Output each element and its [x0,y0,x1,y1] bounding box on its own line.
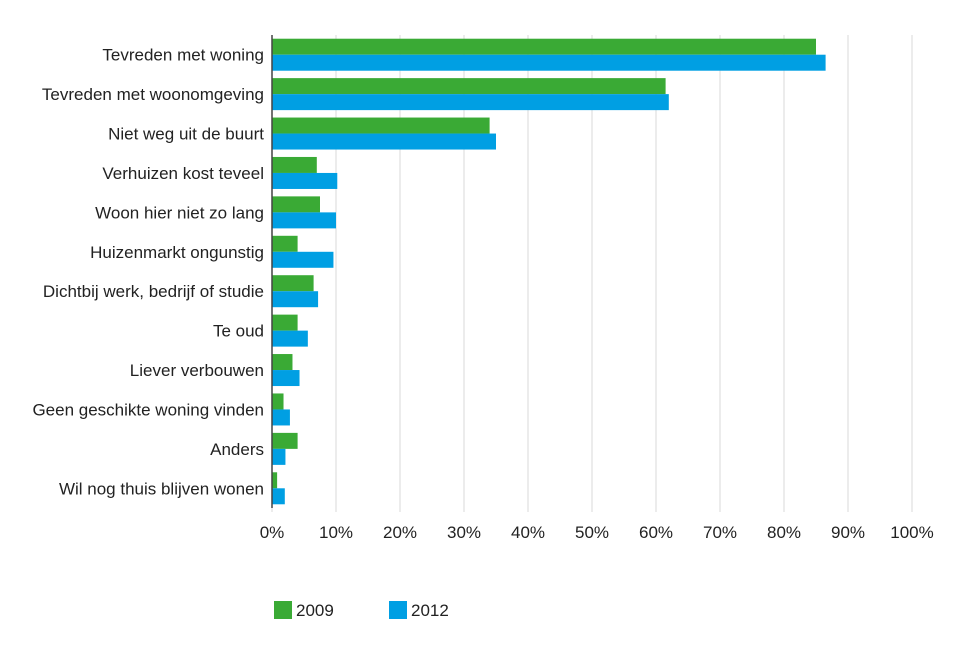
bar-2009 [272,472,278,489]
x-tick-label: 60% [639,523,673,542]
bar-2012 [272,251,334,268]
category-label: Huizenmarkt ongunstig [90,243,264,262]
category-label: Woon hier niet zo lang [95,203,264,222]
bar-2012 [272,370,300,387]
legend-label: 2012 [411,601,449,620]
bar-2012 [272,448,286,465]
bar-2012 [272,133,496,150]
category-label: Anders [210,440,264,459]
bar-2009 [272,354,293,371]
legend-swatch-2012 [389,601,407,619]
x-tick-label: 40% [511,523,545,542]
x-tick-label: 10% [319,523,353,542]
bar-2009 [272,38,816,55]
bar-2012 [272,488,285,505]
bar-2009 [272,432,298,449]
x-tick-label: 90% [831,523,865,542]
bar-2009 [272,78,666,95]
category-label: Tevreden met woonomgeving [42,85,264,104]
bar-2009 [272,393,284,410]
category-label: Wil nog thuis blijven wonen [59,479,264,498]
bar-2009 [272,235,298,252]
bar-2012 [272,409,290,426]
x-tick-label: 50% [575,523,609,542]
x-tick-label: 100% [890,523,933,542]
legend-label: 2009 [296,601,334,620]
grid-lines [271,35,913,512]
category-label: Te oud [213,322,264,341]
bar-2012 [272,94,669,111]
category-label: Geen geschikte woning vinden [32,400,264,419]
bar-2009 [272,275,314,292]
legend-swatch-2009 [274,601,292,619]
category-label: Tevreden met woning [102,46,264,65]
bar-2009 [272,156,317,173]
x-tick-label: 70% [703,523,737,542]
x-tick-label: 20% [383,523,417,542]
x-tick-label: 80% [767,523,801,542]
category-label: Dichtbij werk, bedrijf of studie [43,282,264,301]
category-label: Verhuizen kost teveel [102,164,264,183]
x-tick-label: 0% [260,523,285,542]
bar-2009 [272,196,320,213]
bar-2009 [272,314,298,331]
bar-2009 [272,117,490,134]
bar-2012 [272,291,319,308]
category-label: Niet weg uit de buurt [108,125,264,144]
x-tick-label: 30% [447,523,481,542]
x-tick-labels: 0% 10% 20% 30% 40% 50% 60% 70% 80% 90% 100% [260,523,934,542]
bar-2012 [272,330,308,347]
bar-2012 [272,172,338,189]
bar-2012 [272,212,336,229]
category-labels: Tevreden met woning Tevreden met woonomge… [32,46,264,499]
bars [272,38,826,505]
bar-2012 [272,54,826,71]
category-label: Liever verbouwen [130,361,264,380]
legend: 2009 2012 [274,601,449,620]
